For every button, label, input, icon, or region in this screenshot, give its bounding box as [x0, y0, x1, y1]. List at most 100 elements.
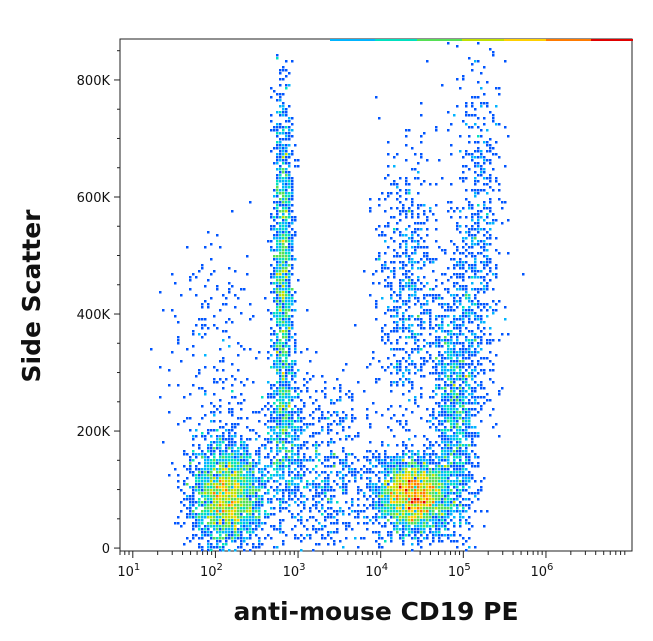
density-dot: [255, 498, 258, 501]
density-dot: [246, 498, 249, 501]
density-dot: [351, 408, 354, 411]
density-dot: [486, 144, 489, 147]
density-dot: [243, 501, 246, 504]
density-dot: [453, 384, 456, 387]
density-dot: [456, 462, 459, 465]
density-dot: [279, 432, 282, 435]
density-dot: [438, 537, 441, 540]
density-dot: [279, 93, 282, 96]
density-dot: [474, 222, 477, 225]
density-dot: [489, 210, 492, 213]
density-dot: [258, 540, 261, 543]
density-dot: [276, 234, 279, 237]
density-dot: [426, 483, 429, 486]
density-dot: [222, 456, 225, 459]
density-dot: [471, 69, 474, 72]
density-dot: [312, 417, 315, 420]
density-dot: [438, 513, 441, 516]
density-dot: [240, 462, 243, 465]
density-dot: [390, 537, 393, 540]
density-dot: [399, 363, 402, 366]
density-dot: [405, 249, 408, 252]
density-dot: [303, 504, 306, 507]
density-dot: [276, 417, 279, 420]
density-dot: [480, 189, 483, 192]
density-dot: [279, 375, 282, 378]
density-dot: [210, 513, 213, 516]
density-dot: [225, 468, 228, 471]
density-dot: [408, 207, 411, 210]
density-dot: [246, 462, 249, 465]
density-dot: [237, 495, 240, 498]
density-dot: [390, 486, 393, 489]
density-dot: [438, 324, 441, 327]
density-dot: [213, 393, 216, 396]
density-dot: [426, 303, 429, 306]
density-dot: [237, 456, 240, 459]
density-dot: [405, 318, 408, 321]
density-dot: [474, 366, 477, 369]
density-dot: [486, 264, 489, 267]
density-dot: [384, 369, 387, 372]
density-dot: [363, 510, 366, 513]
density-dot: [231, 498, 234, 501]
density-dot: [441, 507, 444, 510]
density-dot: [474, 150, 477, 153]
density-dot: [459, 315, 462, 318]
density-dot: [429, 315, 432, 318]
density-dot: [282, 474, 285, 477]
density-dot: [288, 387, 291, 390]
density-dot: [273, 360, 276, 363]
density-dot: [240, 381, 243, 384]
density-dot: [288, 381, 291, 384]
density-dot: [282, 495, 285, 498]
density-dot: [246, 516, 249, 519]
density-dot: [285, 456, 288, 459]
saturation-dot: [465, 39, 468, 41]
density-dot: [210, 501, 213, 504]
density-dot: [426, 219, 429, 222]
density-dot: [366, 450, 369, 453]
density-dot: [468, 474, 471, 477]
density-dot: [222, 546, 225, 549]
density-dot: [348, 507, 351, 510]
density-dot: [441, 510, 444, 513]
density-dot: [240, 531, 243, 534]
density-dot: [369, 480, 372, 483]
density-dot: [372, 357, 375, 360]
density-dot: [312, 498, 315, 501]
density-dot: [243, 441, 246, 444]
density-dot: [312, 486, 315, 489]
density-dot: [456, 507, 459, 510]
density-dot: [438, 429, 441, 432]
density-dot: [396, 456, 399, 459]
density-dot: [462, 264, 465, 267]
density-dot: [459, 426, 462, 429]
density-dot: [336, 513, 339, 516]
saturation-dot: [372, 39, 375, 41]
density-dot: [225, 447, 228, 450]
density-dot: [207, 516, 210, 519]
density-dot: [384, 240, 387, 243]
density-dot: [291, 249, 294, 252]
density-dot: [210, 420, 213, 423]
density-dot: [417, 246, 420, 249]
density-dot: [204, 285, 207, 288]
density-dot: [426, 351, 429, 354]
density-dot: [462, 267, 465, 270]
density-dot: [276, 453, 279, 456]
density-dot: [198, 480, 201, 483]
density-dot: [444, 417, 447, 420]
density-dot: [486, 105, 489, 108]
density-dot: [336, 432, 339, 435]
density-dot: [282, 228, 285, 231]
density-dot: [306, 426, 309, 429]
density-dot: [432, 540, 435, 543]
density-dot: [420, 477, 423, 480]
density-dot: [462, 474, 465, 477]
density-dot: [405, 336, 408, 339]
density-dot: [234, 444, 237, 447]
density-dot: [273, 393, 276, 396]
density-dot: [408, 501, 411, 504]
density-dot: [210, 531, 213, 534]
